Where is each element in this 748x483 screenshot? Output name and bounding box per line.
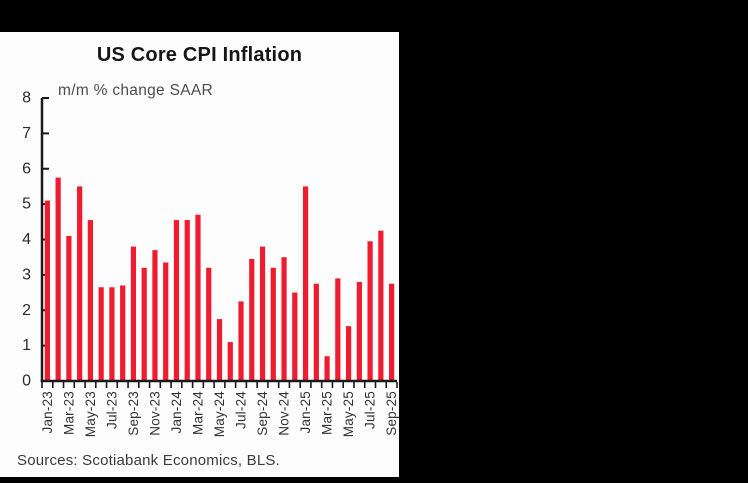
bar (367, 241, 373, 381)
bar (98, 287, 104, 381)
x-tick-label: Jul-25 (363, 391, 378, 429)
bar (44, 200, 50, 381)
y-tick-label: 0 (22, 373, 31, 390)
bar (227, 342, 233, 381)
bar (152, 250, 158, 381)
bar (195, 214, 201, 381)
y-tick-label: 5 (22, 196, 31, 213)
bar (163, 262, 169, 381)
x-tick-label: May-23 (83, 391, 98, 437)
chart-panel: US Core CPI Inflation m/m % change SAAR … (0, 32, 399, 477)
bar (66, 235, 72, 381)
bar (87, 220, 94, 381)
bar (77, 186, 83, 381)
bar (173, 220, 180, 381)
bar (313, 283, 319, 381)
x-tick-label: Jan-25 (298, 391, 313, 433)
y-tick-label: 2 (22, 302, 31, 319)
bar (216, 319, 223, 381)
bar (109, 287, 115, 381)
bar (120, 285, 126, 381)
y-tick-label: 4 (22, 231, 31, 248)
bar (356, 281, 362, 381)
y-tick-label: 8 (22, 90, 31, 107)
x-tick-label: Sep-23 (126, 391, 141, 436)
bar (389, 283, 395, 381)
bar (130, 246, 137, 381)
x-tick-label: Jan-24 (169, 391, 184, 434)
y-axis-labels: 0 1 2 3 4 5 6 7 8 (22, 90, 31, 390)
x-axis-labels: Jan-23 Mar-23 May-23 Jul-23 Sep-23 Nov-23 Jan-… (40, 391, 399, 438)
y-tick-label: 7 (22, 125, 31, 142)
bar (292, 292, 298, 381)
bar (259, 246, 266, 381)
x-axis-ticks (41, 382, 398, 388)
bar (55, 177, 61, 381)
bar (324, 356, 330, 381)
x-tick-label: Mar-23 (61, 391, 76, 435)
bar-chart: 0 1 2 3 4 5 6 7 8 Jan-23 Mar-23 May-23 Jul-23 Sep-23 N… (22, 90, 399, 438)
bar-series (44, 177, 395, 381)
bar (238, 301, 244, 381)
bar (378, 230, 384, 381)
x-tick-label: Sep-25 (384, 391, 399, 436)
x-tick-label: Mar-25 (320, 391, 335, 435)
bar (249, 258, 255, 381)
x-tick-label: Jul-23 (104, 391, 119, 429)
bar (302, 186, 309, 381)
bar (270, 267, 276, 381)
x-tick-label: Nov-24 (277, 391, 292, 436)
x-tick-label: Jan-23 (40, 391, 55, 433)
bar (281, 257, 287, 381)
y-tick-label: 1 (22, 337, 31, 354)
bar (184, 220, 190, 381)
x-tick-label: Mar-24 (190, 391, 205, 435)
x-tick-label: Nov-23 (147, 391, 162, 436)
x-tick-label: Sep-24 (255, 391, 270, 436)
bar (141, 267, 147, 381)
bar (206, 267, 212, 381)
axes (40, 98, 397, 383)
y-tick-label: 3 (22, 266, 31, 283)
source-note: Sources: Scotiabank Economics, BLS. (17, 452, 280, 469)
y-tick-label: 6 (22, 160, 31, 177)
chart-title: US Core CPI Inflation (96, 44, 303, 66)
bar (345, 326, 352, 381)
x-tick-label: May-25 (341, 391, 356, 437)
x-tick-label: May-24 (212, 391, 227, 438)
chart-subtitle: m/m % change SAAR (58, 82, 213, 99)
bar (335, 278, 341, 381)
x-tick-label: Jul-24 (234, 391, 249, 429)
